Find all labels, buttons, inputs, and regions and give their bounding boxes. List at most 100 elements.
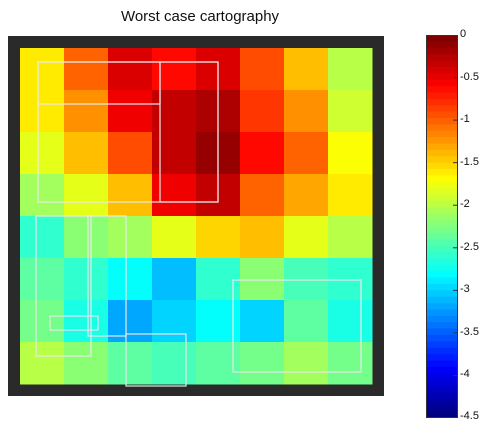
colorbar-segment [426,366,458,374]
heatmap-cell [240,132,285,175]
colorbar-segment [426,335,458,342]
heatmap-cell [284,300,329,343]
heatmap-cell [108,132,153,175]
heatmap-cell [284,216,329,259]
heatmap-cell [152,216,197,259]
heatmap-cell [20,174,65,217]
colorbar-segment [426,188,458,196]
heatmap-cell [196,216,241,259]
colorbar-segment [426,347,458,355]
heatmap-cell [328,132,373,175]
floorplan-block-outline [87,215,127,337]
colorbar-segment [426,277,458,285]
heatmap-cell [152,48,197,91]
heatmap-cell [64,342,109,385]
colorbar-segment [426,124,458,132]
colorbar-segment [426,181,458,189]
colorbar-segment [426,322,458,330]
colorbar-segment [426,290,458,298]
colorbar-segment [426,341,458,349]
heatmap-cell [108,90,153,133]
heatmap-cell [284,258,329,301]
heatmap-cell [240,342,285,385]
colorbar-segment [426,162,458,170]
colorbar-segment [426,360,458,368]
colorbar-segment [426,411,458,418]
colorbar-segment [426,245,458,253]
heatmap-cell [20,90,65,133]
colorbar-tick-label: -3 [460,283,470,296]
colorbar-segment [426,398,458,406]
colorbar-segment [426,213,458,221]
colorbar-segment [426,303,458,311]
colorbar-segment [426,200,458,208]
colorbar-segment [426,264,458,272]
colorbar-segment [426,60,458,68]
colorbar-segment [426,149,458,157]
heatmap-cell [284,132,329,175]
heatmap-cell [152,342,197,385]
colorbar-segment [426,92,458,100]
heatmap-cell [108,48,153,91]
colorbar-segment [426,130,458,138]
floorplan-block-outline [37,61,161,105]
heatmap-cell [240,174,285,217]
floorplan-block-outline [159,61,219,203]
colorbar-segment [426,296,458,304]
heatmap-cell [64,132,109,175]
colorbar-segment [426,79,458,87]
heatmap-cell [240,216,285,259]
colorbar-segment [426,73,458,81]
heatmap-cell [196,342,241,385]
colorbar-segment [426,143,458,151]
chart-title: Worst case cartography [120,8,280,25]
colorbar-segment [426,41,458,49]
colorbar-segment [426,239,458,247]
heatmap-cell [64,258,109,301]
colorbar-segment [426,405,458,413]
colorbar-segment [426,232,458,240]
heatmap-cell [284,174,329,217]
colorbar-segment [426,175,458,183]
heatmap-cell [108,216,153,259]
heatmap-cell [152,258,197,301]
colorbar [426,35,458,418]
colorbar-segment [426,137,458,145]
colorbar-segment [426,226,458,234]
colorbar-segment [426,373,458,381]
colorbar-segment [426,283,458,291]
heatmap-cell [152,90,197,133]
heatmap-cell [196,258,241,301]
colorbar-segment [426,271,458,279]
heatmap-cell [284,48,329,91]
colorbar-tick-label: -4.5 [460,410,479,422]
colorbar-segment [426,169,458,177]
colorbar-segment [426,111,458,119]
heatmap-cell [240,300,285,343]
colorbar-segment [426,386,458,394]
colorbar-segment [426,309,458,317]
heatmap-cell [152,174,197,217]
heatmap-cell [240,258,285,301]
colorbar-segment [426,156,458,164]
colorbar-segment [426,98,458,106]
colorbar-segment [426,47,458,55]
heatmap-cell [20,132,65,175]
heatmap-cell [284,90,329,133]
heatmap-cell [108,342,153,385]
colorbar-segment [426,392,458,400]
colorbar-outline [426,35,458,418]
colorbar-segment [426,86,458,94]
floorplan-block-outline [49,315,99,331]
heatmap-cell [328,342,373,385]
colorbar-tick-label: -4 [460,368,470,381]
heatmap-cell [64,216,109,259]
heatmap-cell [20,258,65,301]
heatmap-cell [328,300,373,343]
heatmap-cell [64,48,109,91]
colorbar-segment [426,35,458,42]
colorbar-segment [426,220,458,228]
colorbar-segment [426,66,458,74]
floorplan-block-outline [35,215,92,357]
heatmap-cell [64,174,109,217]
